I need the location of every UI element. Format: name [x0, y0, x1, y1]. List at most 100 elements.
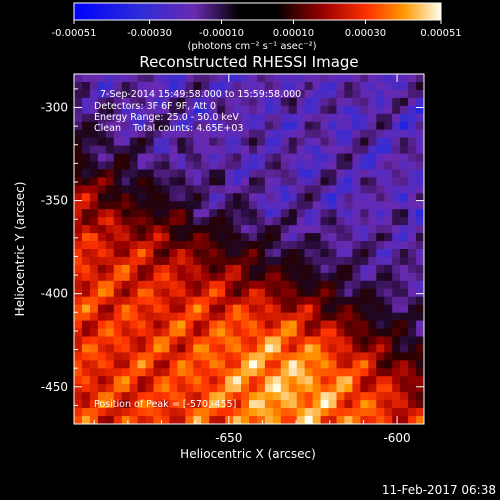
heatmap-cell — [241, 336, 250, 345]
heatmap-cell — [384, 137, 393, 146]
heatmap-cell — [217, 169, 226, 178]
heatmap-cell — [209, 217, 218, 226]
heatmap-cell — [241, 153, 250, 162]
heatmap-cell — [233, 352, 242, 361]
heatmap-cell — [105, 169, 115, 178]
heatmap-cell — [312, 368, 321, 377]
heatmap-cell — [201, 153, 210, 162]
heatmap-cell — [296, 105, 306, 115]
heatmap-cell — [105, 312, 115, 321]
heatmap-cell — [169, 193, 178, 202]
heatmap-cell — [288, 193, 298, 202]
heatmap-cell — [304, 105, 314, 115]
heatmap-cell — [81, 280, 91, 290]
heatmap-cell — [145, 185, 154, 194]
heatmap-cell — [121, 376, 131, 385]
heatmap-cell — [225, 97, 234, 107]
heatmap-cell — [217, 384, 226, 393]
heatmap-cell — [185, 400, 194, 409]
heatmap-cell — [312, 217, 321, 226]
heatmap-cell — [408, 145, 417, 154]
heatmap-cell — [249, 153, 258, 162]
heatmap-cell — [272, 193, 282, 202]
heatmap-cell — [193, 272, 202, 282]
heatmap-cell — [193, 400, 202, 409]
heatmap-cell — [328, 225, 337, 234]
heatmap-cell — [209, 145, 218, 154]
heatmap-cell — [344, 129, 353, 139]
heatmap-cell — [185, 153, 194, 162]
heatmap-cell — [376, 392, 385, 401]
heatmap-cell — [161, 288, 170, 298]
heatmap-cell — [360, 129, 369, 139]
heatmap-cell — [249, 392, 258, 401]
heatmap-cell — [312, 312, 321, 321]
heatmap-cell — [89, 280, 99, 290]
heatmap-cell — [121, 233, 131, 242]
heatmap-cell — [97, 384, 107, 393]
heatmap-cell — [177, 328, 186, 337]
heatmap-cell — [185, 264, 194, 274]
heatmap-cell — [97, 272, 107, 282]
heatmap-cell — [344, 320, 353, 329]
heatmap-cell — [241, 256, 250, 266]
heatmap-cell — [288, 185, 298, 194]
heatmap-cell — [408, 336, 417, 345]
heatmap-cell — [105, 209, 115, 218]
heatmap-cell — [153, 177, 162, 186]
heatmap-cell — [400, 336, 409, 345]
heatmap-cell — [113, 304, 123, 314]
heatmap-cell — [288, 201, 298, 210]
heatmap-cell — [256, 121, 266, 131]
heatmap-cell — [368, 121, 377, 131]
heatmap-cell — [74, 161, 83, 170]
heatmap-cell — [121, 336, 131, 345]
heatmap-cell — [89, 193, 99, 202]
heatmap-cell — [360, 217, 369, 226]
heatmap-cell — [105, 201, 115, 210]
heatmap-cell — [161, 241, 170, 250]
heatmap-cell — [177, 209, 186, 218]
heatmap-cell — [368, 97, 377, 107]
heatmap-cell — [74, 408, 83, 417]
heatmap-cell — [392, 153, 401, 162]
heatmap-cell — [304, 97, 314, 107]
heatmap-cell — [344, 74, 353, 83]
heatmap-cell — [408, 201, 417, 210]
heatmap-cell — [217, 408, 226, 417]
heatmap-cell — [193, 296, 202, 306]
heatmap-cell — [328, 241, 337, 250]
heatmap-cell — [201, 97, 210, 107]
heatmap-cell — [81, 137, 91, 146]
heatmap-cell — [217, 320, 226, 329]
heatmap-cell — [400, 328, 409, 337]
heatmap-cell — [217, 328, 226, 337]
heatmap-cell — [368, 113, 377, 123]
heatmap-cell — [320, 74, 329, 83]
heatmap-cell — [360, 81, 369, 91]
heatmap-cell — [241, 209, 250, 218]
heatmap-cell — [105, 81, 115, 91]
heatmap-cell — [209, 193, 218, 202]
heatmap-cell — [408, 368, 417, 377]
heatmap-cell — [304, 392, 314, 401]
heatmap-cell — [296, 129, 306, 139]
heatmap-cell — [89, 249, 99, 258]
heatmap-cell — [304, 129, 314, 139]
heatmap-cell — [161, 145, 170, 154]
heatmap-cell — [256, 217, 266, 226]
heatmap-cell — [392, 416, 401, 424]
heatmap-cell — [209, 97, 218, 107]
heatmap-cell — [264, 288, 274, 298]
heatmap-cell — [74, 264, 83, 274]
heatmap-cell — [360, 169, 369, 178]
heatmap-cell — [408, 400, 417, 409]
heatmap-cell — [217, 249, 226, 258]
heatmap-cell — [137, 328, 146, 337]
heatmap-cell — [256, 384, 266, 393]
heatmap-cell — [113, 280, 123, 290]
heatmap-cell — [264, 280, 274, 290]
heatmap-cell — [288, 217, 298, 226]
heatmap-cell — [113, 113, 123, 123]
heatmap-cell — [89, 256, 99, 266]
